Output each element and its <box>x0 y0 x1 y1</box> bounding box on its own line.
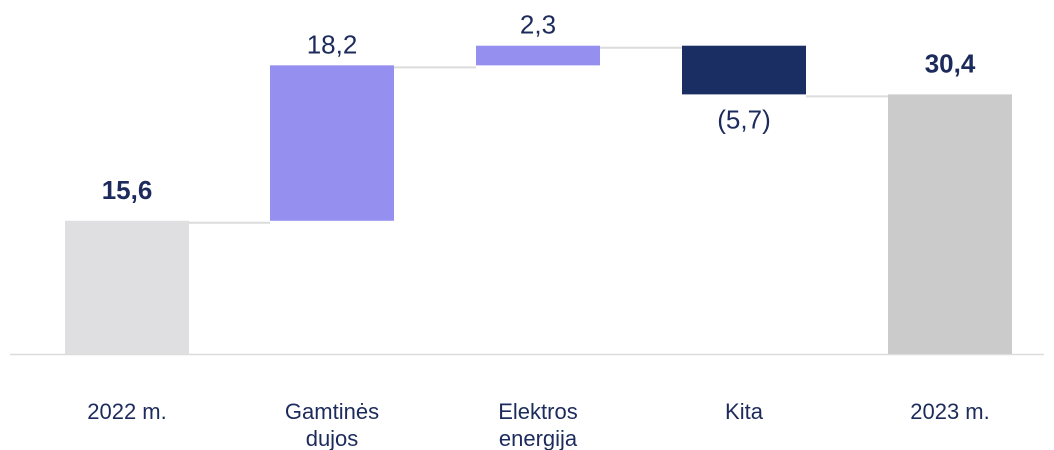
data-label: 15,6 <box>102 175 153 205</box>
category-label-line: 2022 m. <box>87 399 167 424</box>
data-label: (5,7) <box>717 104 770 134</box>
category-label-line: 2023 m. <box>910 399 990 424</box>
bar-decrease <box>682 45 806 95</box>
data-label: 2,3 <box>520 10 556 40</box>
category-label-line: Gamtinės <box>285 399 379 424</box>
data-label: 30,4 <box>925 48 976 78</box>
category-label-line: dujos <box>306 426 359 450</box>
category-label-line: Kita <box>725 399 764 424</box>
category-label-line: energija <box>499 426 578 450</box>
bar-total <box>65 220 189 354</box>
category-label-line: Elektros <box>498 399 577 424</box>
bar-increase <box>270 65 394 221</box>
category-label: 2023 m. <box>910 399 990 424</box>
category-label: Elektros energija <box>498 399 578 450</box>
category-label: Kita <box>725 399 764 424</box>
category-label: 2022 m. <box>87 399 167 424</box>
data-label: 18,2 <box>307 29 358 59</box>
category-label: Gamtinės dujos <box>285 399 379 450</box>
bar-increase <box>476 45 600 66</box>
bar-total <box>888 94 1012 354</box>
